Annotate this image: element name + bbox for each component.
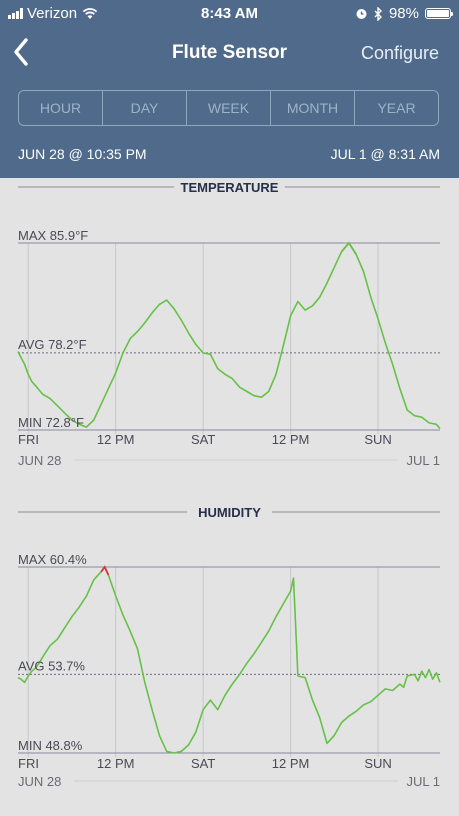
x-tick-label: 12 PM [272,432,310,447]
max-point-marker [100,565,110,576]
x-start-date-label: JUN 28 [18,774,61,789]
avg-label: AVG 78.2°F [18,337,87,352]
x-tick-label: SAT [191,756,215,771]
carrier-name: Verizon [27,5,78,22]
range-end-label: JUL 1 @ 8:31 AM [330,146,440,162]
x-tick-label: FRI [18,432,39,447]
carrier-group: Verizon [8,5,99,22]
header: Verizon 8:43 AM 98% Flute Sensor Configu… [0,0,459,178]
data-series-line [17,566,441,754]
configure-button[interactable]: Configure [360,43,439,63]
x-tick-label: SAT [191,432,215,447]
alarm-icon [356,9,367,19]
range-day-button[interactable]: DAY [103,91,187,125]
signal-icon [8,8,23,19]
range-hour-button[interactable]: HOUR [19,91,103,125]
battery-icon [425,8,453,19]
chart-title: TEMPERATURE [181,180,279,195]
battery-percent: 98% [388,5,419,22]
max-label: MAX 60.4% [18,552,87,567]
min-label: MIN 72.8°F [18,415,84,430]
range-year-button[interactable]: YEAR [377,100,416,116]
status-right: 98% [355,5,453,22]
x-tick-label: 12 PM [272,756,310,771]
back-chevron-icon[interactable] [8,34,38,70]
battery-level [427,10,449,17]
chart-title: HUMIDITY [198,505,261,520]
clock: 8:43 AM [201,5,258,22]
x-start-date-label: JUN 28 [18,453,61,468]
x-end-date-label: JUL 1 [407,774,440,789]
x-tick-label: 12 PM [97,432,135,447]
range-month-button[interactable]: MONTH [271,91,355,125]
nav-bar: Flute Sensor Configure [0,30,459,76]
max-point-marker [340,241,357,255]
status-bar: Verizon 8:43 AM 98% [0,0,459,28]
avg-label: AVG 53.7% [18,658,85,673]
bluetooth-icon [374,6,382,21]
range-start-label: JUN 28 @ 10:35 PM [18,146,147,162]
max-label: MAX 85.9°F [18,228,88,243]
wifi-icon [82,8,98,19]
data-series-line [17,242,441,430]
x-end-date-label: JUL 1 [407,453,440,468]
x-tick-label: FRI [18,756,39,771]
min-label: MIN 48.8% [18,738,83,753]
x-tick-label: SUN [364,432,391,447]
range-week-button[interactable]: WEEK [187,91,271,125]
x-tick-label: SUN [364,756,391,771]
x-tick-label: 12 PM [97,756,135,771]
time-range-selector: HOUR DAY WEEK MONTH YEAR [18,90,439,126]
page-title: Flute Sensor [171,42,288,63]
